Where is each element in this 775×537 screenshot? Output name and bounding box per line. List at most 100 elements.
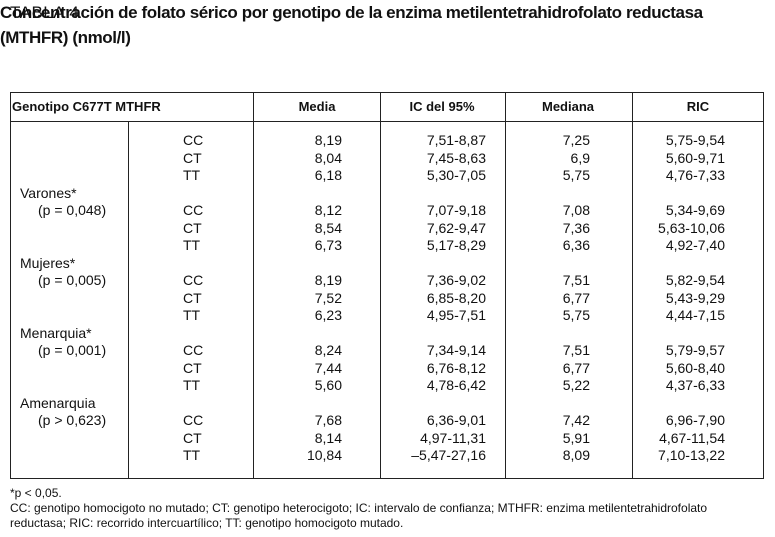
cell: 6,36-9,01 xyxy=(426,412,486,428)
cell: 5,75 xyxy=(562,167,590,183)
column-rule xyxy=(128,121,129,479)
genotype: CC xyxy=(183,132,204,148)
cell: 8,54 xyxy=(314,219,342,236)
cell: 7,42 xyxy=(562,412,590,428)
group-p: (p = 0,048) xyxy=(38,202,107,218)
group-label: Amenarquia xyxy=(20,394,96,411)
cell: 7,44 xyxy=(314,359,342,376)
group-label: Mujeres* xyxy=(20,254,76,271)
cell: 7,51 xyxy=(562,272,590,288)
genotype: CT xyxy=(183,149,202,166)
genotype: CC xyxy=(183,272,204,288)
cell: 7,51-8,87 xyxy=(426,132,486,148)
cell: 7,07-9,18 xyxy=(426,202,486,218)
footnote: CC: genotipo homocigoto no mutado; CT: g… xyxy=(10,501,708,530)
cell: 7,25 xyxy=(562,132,590,148)
cell: 7,68 xyxy=(314,412,342,428)
cell: 5,22 xyxy=(562,377,590,393)
cell: 6,36 xyxy=(562,237,590,253)
cell: 4,76-7,33 xyxy=(665,167,725,183)
cell: 7,34-9,14 xyxy=(426,342,486,358)
column-rule xyxy=(505,92,506,479)
cell: 8,19 xyxy=(314,272,342,288)
cell: 5,43-9,29 xyxy=(665,289,725,306)
cell: 4,67-11,54 xyxy=(659,429,725,446)
header-rule xyxy=(10,121,764,122)
cell: 5,60 xyxy=(314,377,342,393)
cell: 5,63-10,06 xyxy=(658,219,725,236)
group-p: (p = 0,005) xyxy=(38,272,107,288)
cell: 5,30-7,05 xyxy=(426,167,486,183)
genotype: CT xyxy=(183,359,202,376)
cell: 5,75-9,54 xyxy=(665,132,725,148)
cell: 7,08 xyxy=(562,202,590,218)
genotype: CC xyxy=(183,412,204,428)
cell: 5,17-8,29 xyxy=(426,237,486,253)
header-cell: Media xyxy=(298,99,336,114)
cell: 7,52 xyxy=(314,289,342,306)
cell: 4,37-6,33 xyxy=(665,377,725,393)
cell: 8,09 xyxy=(562,447,590,463)
genotype: CT xyxy=(183,429,202,446)
cell: 6,18 xyxy=(314,167,342,183)
cell: –5,47-27,16 xyxy=(411,447,486,463)
column-rule xyxy=(253,92,254,479)
cell: 4,97-11,31 xyxy=(420,429,486,446)
cell: 6,85-8,20 xyxy=(426,289,486,306)
footnote: *p < 0,05. xyxy=(10,486,62,500)
header-cell: RIC xyxy=(686,99,710,114)
table-label: TABLA 4 xyxy=(10,3,80,22)
cell: 6,77 xyxy=(562,289,590,306)
cell: 5,79-9,57 xyxy=(665,342,725,358)
group-label: Menarquia* xyxy=(20,324,92,341)
cell: 6,77 xyxy=(562,359,590,376)
cell: 4,95-7,51 xyxy=(426,307,486,323)
cell: 5,75 xyxy=(562,307,590,323)
footnotes: *p < 0,05. CC: genotipo homocigoto no mut… xyxy=(10,486,765,531)
cell: 6,9 xyxy=(570,149,590,166)
table-frame xyxy=(10,92,764,479)
cell: 6,23 xyxy=(314,307,342,323)
genotype: CC xyxy=(183,202,204,218)
cell: 7,36 xyxy=(562,219,590,236)
cell: 5,91 xyxy=(562,429,590,446)
cell: 7,62-9,47 xyxy=(426,219,486,236)
cell: 7,10-13,22 xyxy=(658,447,725,463)
header-cell: Mediana xyxy=(541,99,594,114)
cell: 7,45-8,63 xyxy=(426,149,486,166)
table-title: Concentración de folato sérico por genot… xyxy=(0,3,703,47)
cell: 8,12 xyxy=(314,202,342,218)
cell: 6,96-7,90 xyxy=(665,412,725,428)
group-p: (p > 0,623) xyxy=(38,412,107,428)
cell: 5,60-8,40 xyxy=(665,359,725,376)
column-rule xyxy=(632,92,633,479)
cell: 4,78-6,42 xyxy=(426,377,486,393)
cell: 5,34-9,69 xyxy=(665,202,725,218)
cell: 8,24 xyxy=(314,342,342,358)
cell: 7,36-9,02 xyxy=(426,272,486,288)
genotype: TT xyxy=(183,167,201,183)
cell: 5,60-9,71 xyxy=(665,149,725,166)
cell: 4,92-7,40 xyxy=(665,237,725,253)
genotype: CC xyxy=(183,342,204,358)
genotype: CT xyxy=(183,289,202,306)
header-cell: Genotipo C677T MTHFR xyxy=(12,99,161,114)
genotype: TT xyxy=(183,307,201,323)
cell: 6,73 xyxy=(314,237,342,253)
cell: 10,84 xyxy=(306,447,342,463)
cell: 8,04 xyxy=(314,149,342,166)
column-rule xyxy=(380,92,381,479)
cell: 5,82-9,54 xyxy=(665,272,725,288)
genotype: TT xyxy=(183,237,201,253)
cell: 6,76-8,12 xyxy=(426,359,486,376)
group-label: Varones* xyxy=(20,184,77,201)
cell: 4,44-7,15 xyxy=(665,307,725,323)
genotype: TT xyxy=(183,377,201,393)
cell: 8,19 xyxy=(314,132,342,148)
group-p: (p = 0,001) xyxy=(38,342,107,358)
cell: 7,51 xyxy=(562,342,590,358)
genotype: TT xyxy=(183,447,201,463)
cell: 8,14 xyxy=(314,429,342,446)
genotype: CT xyxy=(183,219,202,236)
